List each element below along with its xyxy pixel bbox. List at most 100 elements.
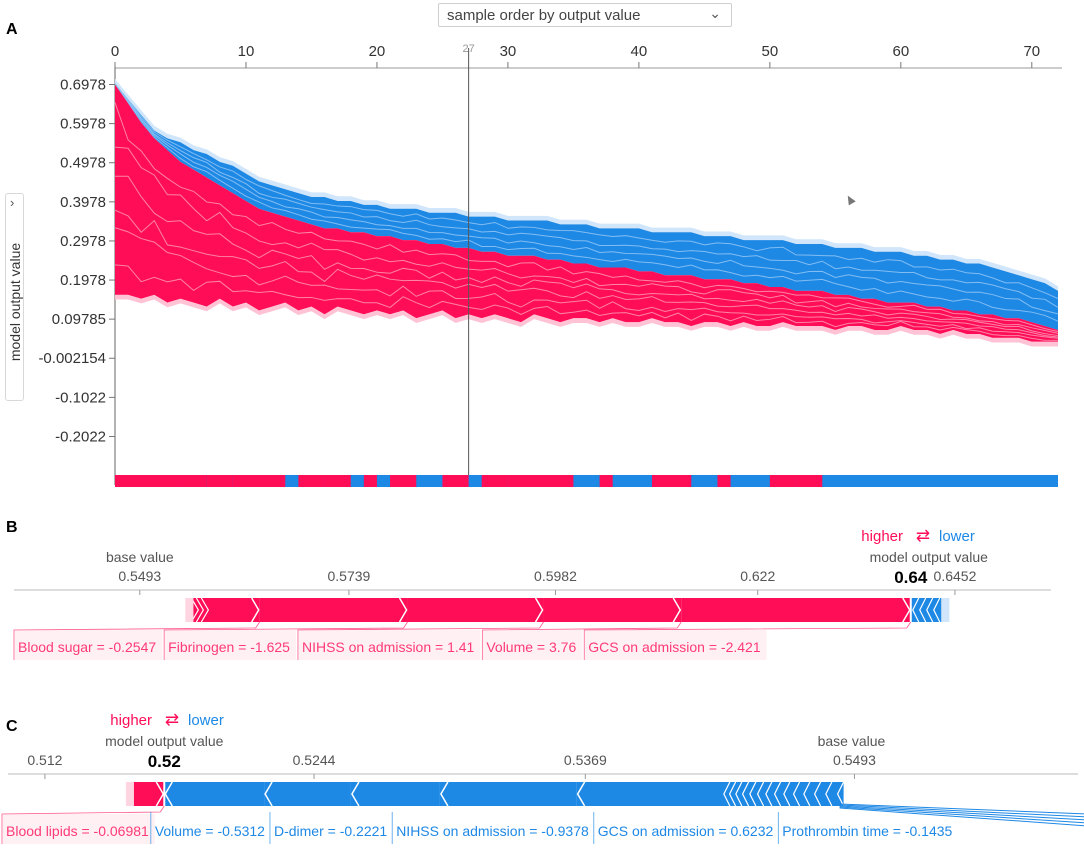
positive-feature-bar xyxy=(193,598,260,622)
legend-arrows-icon: ⇄ xyxy=(165,710,179,729)
chevron-right-icon xyxy=(672,597,682,623)
sample-strip-higher xyxy=(442,475,469,487)
x-tick-label: 40 xyxy=(631,43,648,60)
x-tick-label: 20 xyxy=(369,43,386,60)
positive-feature-bar xyxy=(133,782,165,806)
x-tick-label: 0 xyxy=(111,43,119,60)
positive-feature-boundary xyxy=(114,146,1059,334)
legend-higher: higher xyxy=(110,712,152,729)
sample-order-value: sample order by output value xyxy=(447,7,641,24)
chevron-left-icon xyxy=(803,781,811,807)
tick-label: 0.5244 xyxy=(293,752,336,768)
sample-strip-higher xyxy=(390,475,417,487)
tail-line xyxy=(839,805,1084,821)
chevron-right-icon xyxy=(200,597,210,623)
chevron-left-icon xyxy=(919,597,927,623)
tail-line xyxy=(839,807,1084,827)
negative-feature-label: GCS on admission = 0.6232 xyxy=(598,823,774,839)
output-value: 0.52 xyxy=(148,752,181,771)
legend-higher: higher xyxy=(861,528,903,545)
x-tick-label: 10 xyxy=(238,43,255,60)
chevron-left-icon xyxy=(728,781,737,807)
chevron-right-icon xyxy=(534,597,544,623)
chevron-left-icon xyxy=(773,781,782,807)
x-tick-label: 70 xyxy=(1023,43,1040,60)
y-tick-label: 0.3978 xyxy=(60,194,106,211)
feature-leader-line xyxy=(13,621,260,660)
chevron-right-icon xyxy=(251,597,260,623)
feature-leader-line xyxy=(1,805,165,844)
sample-order-select[interactable]: sample order by output value ⌄ xyxy=(438,3,732,27)
negative-feature-boundary xyxy=(114,83,1059,322)
negative-feature-boundary xyxy=(114,83,1059,315)
sample-strip-higher xyxy=(507,475,574,487)
feature-label-shade xyxy=(14,630,163,660)
base-value-caption: base value xyxy=(106,549,174,565)
positive-feature-boundary xyxy=(114,102,1059,333)
negative-feature-bar xyxy=(264,782,351,806)
panel-label-a: A xyxy=(6,21,18,38)
negative-feature-bar xyxy=(164,782,265,806)
stacked-force-plot: 0 10 20 30 40 50 60 70 0.6978 0.5978 0.4978 0.3978 0… xyxy=(38,43,1062,487)
chevron-right-icon xyxy=(398,597,408,623)
tick-label: 0.5739 xyxy=(327,568,370,584)
chevron-left-icon xyxy=(836,781,845,807)
output-value-caption: model output value xyxy=(105,733,224,749)
sample-strip-higher xyxy=(180,475,207,487)
negative-feature-label: Prothrombin time = -0.1435 xyxy=(782,823,952,839)
chevron-left-icon xyxy=(164,781,173,807)
output-value-caption: model output value xyxy=(870,549,989,565)
sample-strip-higher xyxy=(796,475,823,487)
force-plot-high: higher ⇄ lower 0.5493 0.5739 0.5982 0.622 0.645… xyxy=(13,526,1051,660)
sample-strip-higher xyxy=(599,475,613,487)
chevron-left-icon xyxy=(912,597,920,623)
positive-area-halo xyxy=(115,294,1058,347)
sample-strip-higher xyxy=(232,475,286,487)
feature-leader-line xyxy=(481,621,682,660)
positive-feature-bar xyxy=(259,598,408,622)
positive-feature-bar xyxy=(407,598,544,622)
chevron-left-icon xyxy=(351,781,360,807)
panel-label-c: C xyxy=(6,718,18,735)
tail-line xyxy=(839,806,1084,824)
sample-strip-higher xyxy=(298,475,325,487)
feature-leader-line xyxy=(583,621,912,660)
force-plot-low: higher ⇄ lower 0.512 0.5244 0.5369 0.5493 model… xyxy=(1,710,1084,846)
chevron-right-icon: › xyxy=(10,195,15,210)
chevron-left-icon xyxy=(756,781,765,807)
negative-feature-boundary xyxy=(114,83,1059,300)
tick-label: 0.5493 xyxy=(833,752,876,768)
positive-feature-label: GCS on admission = -2.421 xyxy=(588,639,761,655)
chevron-left-icon xyxy=(576,781,586,807)
positive-feature-bar xyxy=(681,598,911,622)
chevron-down-icon: ⌄ xyxy=(709,5,721,21)
panel-label-b: B xyxy=(6,519,18,536)
tick-label: 0.5493 xyxy=(118,568,161,584)
negative-feature-label: Volume = -0.5312 xyxy=(155,823,265,839)
chevron-left-icon xyxy=(926,597,934,623)
y-tick-label: 0.4978 xyxy=(60,155,106,172)
tick-label: 0.6452 xyxy=(934,568,977,584)
positive-feature-boundary xyxy=(114,209,1059,338)
positive-bar-fade xyxy=(185,598,194,622)
chevron-left-icon xyxy=(264,781,273,807)
y-tick-label: 0.2978 xyxy=(60,233,106,250)
chevron-left-icon xyxy=(765,781,773,807)
y-tick-label: 0.6978 xyxy=(60,77,106,94)
tick-label: 0.512 xyxy=(27,752,62,768)
y-tick-label: -0.1022 xyxy=(55,389,106,406)
feature-label-shade xyxy=(584,630,767,660)
x-tick-label: 30 xyxy=(500,43,517,60)
chevron-left-icon xyxy=(749,781,757,807)
sample-strip-higher xyxy=(206,475,233,487)
positive-feature-bar xyxy=(543,598,682,622)
chevron-left-icon xyxy=(813,781,822,807)
tick-label: 0.5369 xyxy=(564,752,607,768)
negative-feature-bar xyxy=(439,782,577,806)
positive-feature-label: Fibrinogen = -1.625 xyxy=(168,639,290,655)
positive-effect-area xyxy=(115,83,1058,342)
tail-line xyxy=(839,803,1084,815)
negative-feature-label: D-dimer = -0.2221 xyxy=(274,823,387,839)
feature-label-shade xyxy=(164,630,296,660)
y-axis-select[interactable]: › model output value xyxy=(5,193,24,401)
